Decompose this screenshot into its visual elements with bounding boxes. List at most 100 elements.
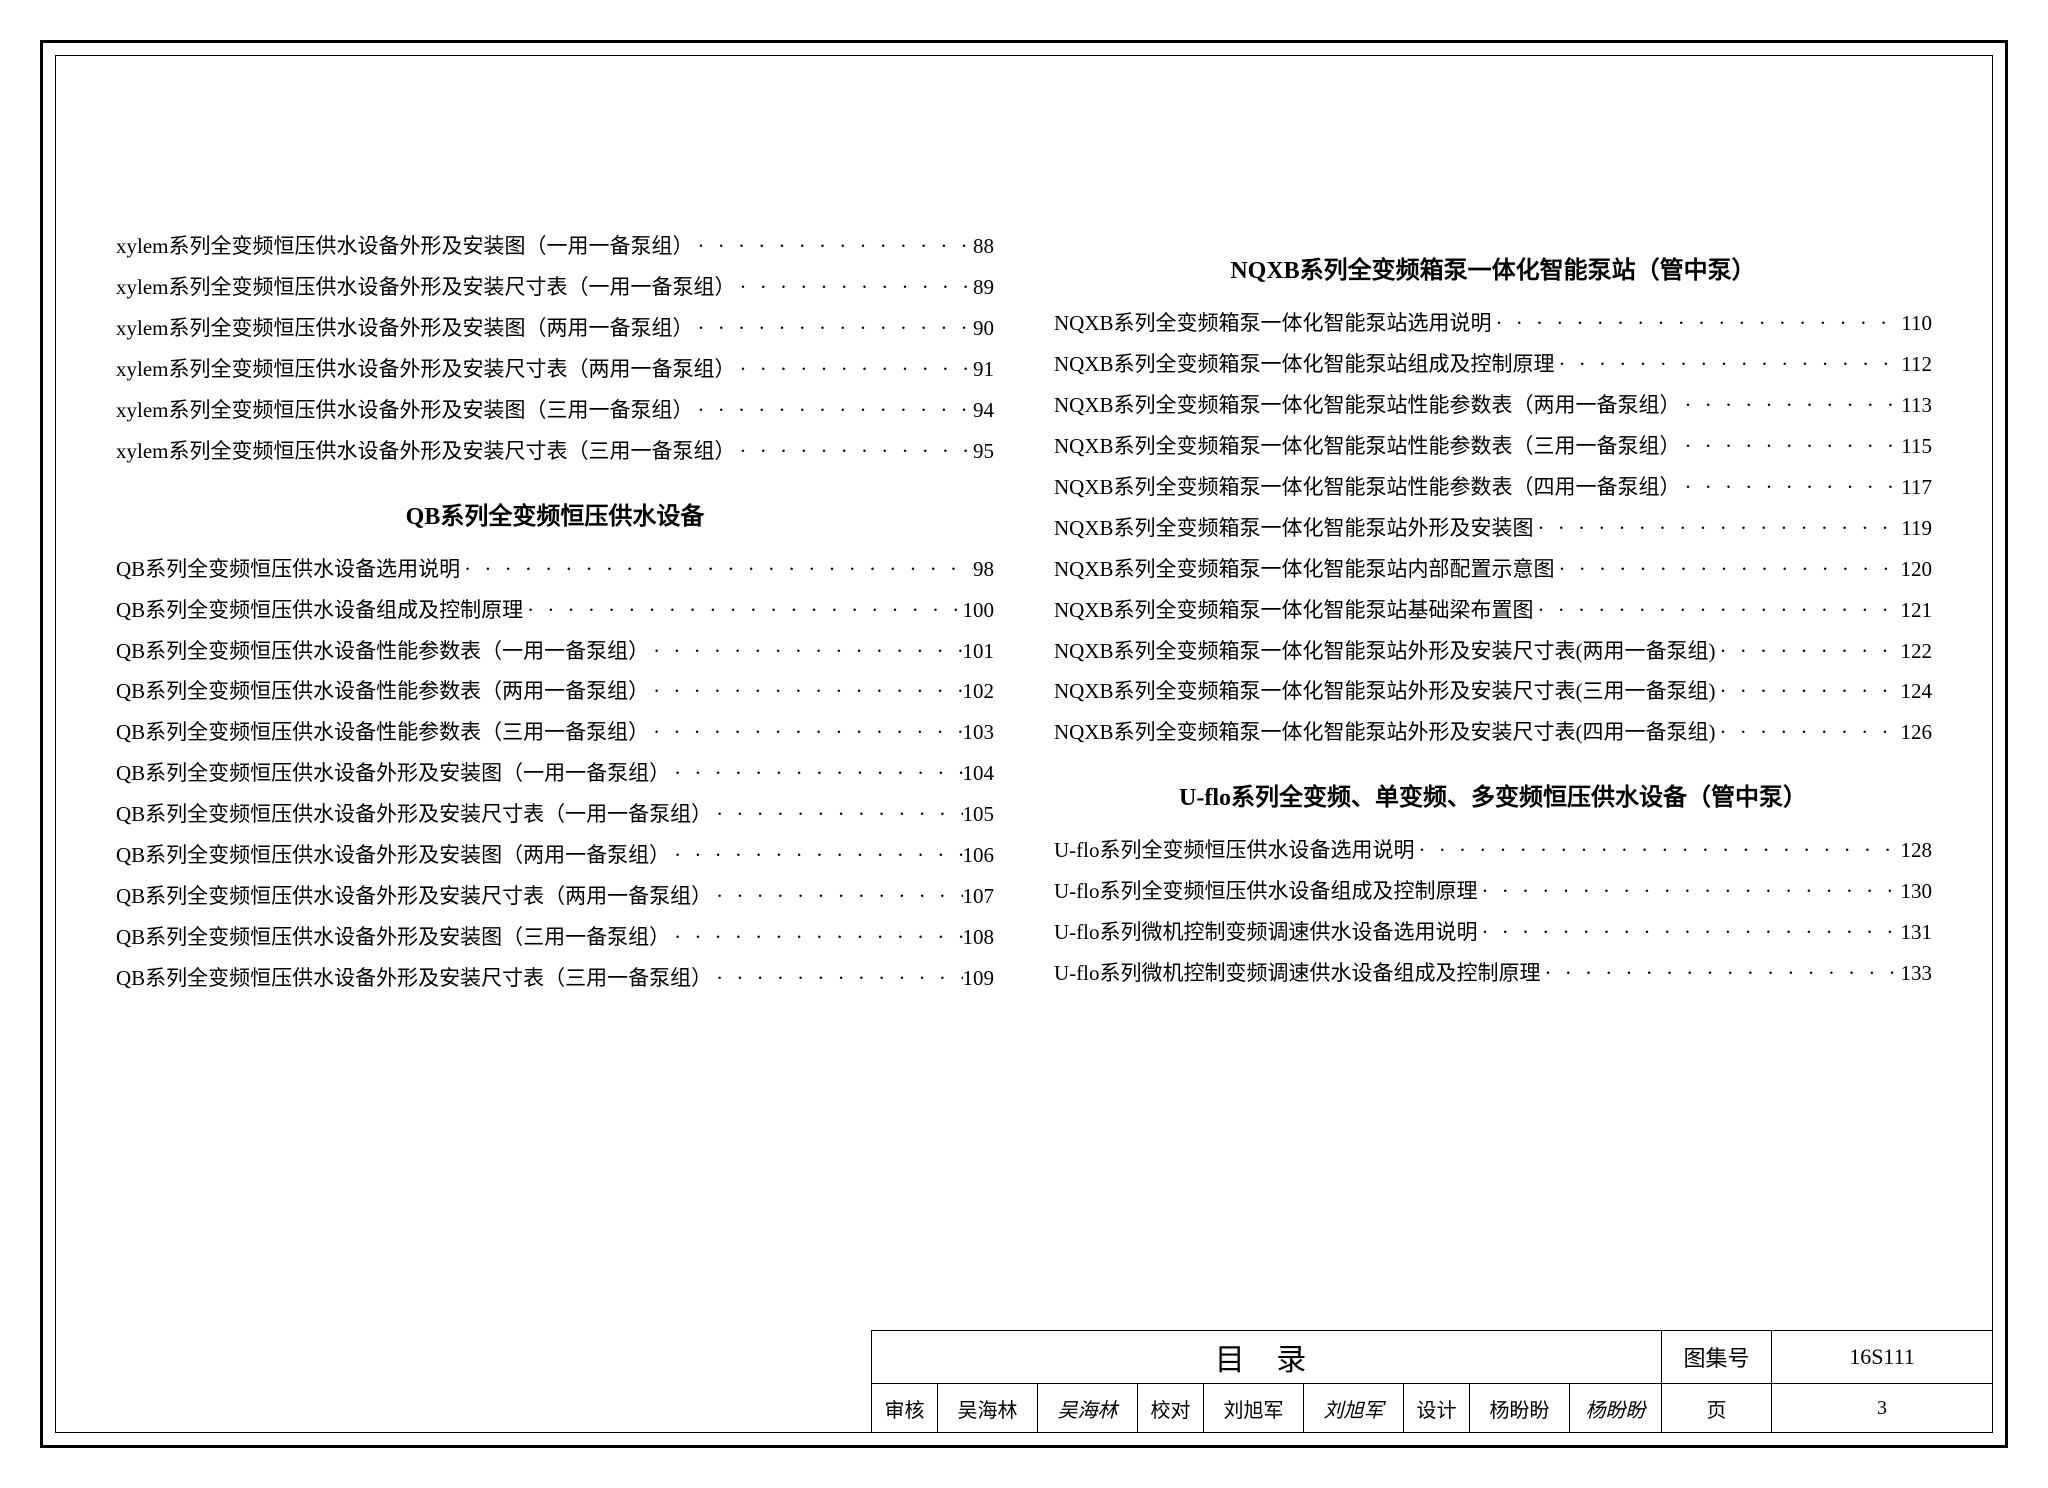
toc-label: QB系列全变频恒压供水设备性能参数表（三用一备泵组） [116, 712, 649, 753]
toc-entry: xylem系列全变频恒压供水设备外形及安装尺寸表（一用一备泵组）· · · · … [116, 267, 994, 308]
toc-dots: · · · · · · · · · · · · · · · · · · · · … [1716, 631, 1901, 672]
toc-page: 121 [1901, 590, 1933, 631]
toc-label: NQXB系列全变频箱泵一体化智能泵站外形及安装图 [1054, 508, 1534, 549]
tuji-label: 图集号 [1662, 1331, 1772, 1383]
toc-dots: · · · · · · · · · · · · · · · · · · · · … [712, 876, 962, 917]
toc-label: U-flo系列微机控制变频调速供水设备组成及控制原理 [1054, 953, 1541, 994]
toc-entry: U-flo系列全变频恒压供水设备选用说明· · · · · · · · · · … [1054, 830, 1932, 871]
toc-dots: · · · · · · · · · · · · · · · · · · · · … [1534, 590, 1901, 631]
toc-dots: · · · · · · · · · · · · · · · · · · · · … [1681, 467, 1902, 508]
toc-entry: QB系列全变频恒压供水设备外形及安装图（一用一备泵组）· · · · · · ·… [116, 753, 994, 794]
toc-label: NQXB系列全变频箱泵一体化智能泵站基础梁布置图 [1054, 590, 1534, 631]
shenhe-name: 吴海林 [938, 1384, 1038, 1432]
toc-label: U-flo系列全变频恒压供水设备选用说明 [1054, 830, 1415, 871]
toc-label: NQXB系列全变频箱泵一体化智能泵站内部配置示意图 [1054, 549, 1555, 590]
toc-page: 112 [1901, 344, 1932, 385]
toc-content: xylem系列全变频恒压供水设备外形及安装图（一用一备泵组） · · · · · … [116, 96, 1932, 999]
toc-label: xylem系列全变频恒压供水设备外形及安装图（一用一备泵组） [116, 226, 694, 267]
toc-entry: xylem系列全变频恒压供水设备外形及安装图（三用一备泵组）· · · · · … [116, 390, 994, 431]
toc-page: 126 [1901, 712, 1933, 753]
toc-entry: xylem系列全变频恒压供水设备外形及安装图（两用一备泵组）· · · · · … [116, 308, 994, 349]
toc-label: NQXB系列全变频箱泵一体化智能泵站外形及安装尺寸表(四用一备泵组) [1054, 712, 1716, 753]
toc-entry: QB系列全变频恒压供水设备性能参数表（一用一备泵组）· · · · · · · … [116, 631, 994, 672]
toc-label: NQXB系列全变频箱泵一体化智能泵站性能参数表（两用一备泵组） [1054, 385, 1681, 426]
shenhe-sig: 吴海林 [1038, 1384, 1138, 1432]
toc-dots: · · · · · · · · · · · · · · · · · · · · … [1681, 426, 1902, 467]
toc-page: 122 [1901, 631, 1933, 672]
toc-entry: NQXB系列全变频箱泵一体化智能泵站外形及安装尺寸表(两用一备泵组)· · · … [1054, 631, 1932, 672]
toc-entry: NQXB系列全变频箱泵一体化智能泵站性能参数表（两用一备泵组）· · · · ·… [1054, 385, 1932, 426]
toc-label: NQXB系列全变频箱泵一体化智能泵站性能参数表（四用一备泵组） [1054, 467, 1681, 508]
toc-label: NQXB系列全变频箱泵一体化智能泵站选用说明 [1054, 303, 1492, 344]
toc-page: 128 [1901, 830, 1933, 871]
toc-entry: xylem系列全变频恒压供水设备外形及安装图（一用一备泵组）· · · · · … [116, 226, 994, 267]
toc-dots: · · · · · · · · · · · · · · · · · · · · … [1555, 344, 1902, 385]
toc-dots: · · · · · · · · · · · · · · · · · · · · … [1415, 830, 1901, 871]
toc-page: 115 [1901, 426, 1932, 467]
toc-entry: NQXB系列全变频箱泵一体化智能泵站外形及安装图· · · · · · · · … [1054, 508, 1932, 549]
toc-entry: NQXB系列全变频箱泵一体化智能泵站选用说明· · · · · · · · · … [1054, 303, 1932, 344]
ye-value: 3 [1772, 1384, 1992, 1432]
toc-entry: U-flo系列全变频恒压供水设备组成及控制原理· · · · · · · · ·… [1054, 871, 1932, 912]
toc-page: 89 [973, 267, 994, 308]
toc-dots: · · · · · · · · · · · · · · · · · · · · … [460, 549, 973, 590]
toc-page: 107 [963, 876, 995, 917]
toc-page: 102 [963, 671, 995, 712]
toc-dots: · · · · · · · · · · · · · · · · · · · · … [712, 958, 962, 999]
toc-page: 109 [963, 958, 995, 999]
section-heading: QB系列全变频恒压供水设备 [116, 496, 994, 531]
sheji-name: 杨盼盼 [1470, 1384, 1570, 1432]
toc-page: 100 [963, 590, 995, 631]
toc-dots: · · · · · · · · · · · · · · · · · · · · … [694, 390, 974, 431]
toc-dots: · · · · · · · · · · · · · · · · · · · · … [670, 917, 962, 958]
toc-label: NQXB系列全变频箱泵一体化智能泵站组成及控制原理 [1054, 344, 1555, 385]
toc-page: 105 [963, 794, 995, 835]
toc-dots: · · · · · · · · · · · · · · · · · · · · … [1681, 385, 1902, 426]
toc-label: xylem系列全变频恒压供水设备外形及安装图（两用一备泵组） [116, 308, 694, 349]
toc-dots: · · · · · · · · · · · · · · · · · · · · … [649, 631, 962, 672]
toc-label: QB系列全变频恒压供水设备外形及安装尺寸表（两用一备泵组） [116, 876, 712, 917]
toc-entry: NQXB系列全变频箱泵一体化智能泵站组成及控制原理· · · · · · · ·… [1054, 344, 1932, 385]
toc-dots: · · · · · · · · · · · · · · · · · · · · … [670, 753, 962, 794]
toc-entry: QB系列全变频恒压供水设备外形及安装图（两用一备泵组）· · · · · · ·… [116, 835, 994, 876]
toc-entry: QB系列全变频恒压供水设备组成及控制原理· · · · · · · · · · … [116, 590, 994, 631]
toc-dots: · · · · · · · · · · · · · · · · · · · · … [736, 431, 974, 472]
toc-entry: QB系列全变频恒压供水设备外形及安装图（三用一备泵组）· · · · · · ·… [116, 917, 994, 958]
title-mulu: 目 录 [872, 1331, 1662, 1383]
toc-page: 106 [963, 835, 995, 876]
toc-page: 103 [963, 712, 995, 753]
toc-entry: QB系列全变频恒压供水设备选用说明· · · · · · · · · · · ·… [116, 549, 994, 590]
toc-dots: · · · · · · · · · · · · · · · · · · · · … [736, 349, 974, 390]
ye-label: 页 [1662, 1384, 1772, 1432]
toc-label: xylem系列全变频恒压供水设备外形及安装尺寸表（两用一备泵组） [116, 349, 736, 390]
toc-label: QB系列全变频恒压供水设备外形及安装图（两用一备泵组） [116, 835, 670, 876]
toc-label: QB系列全变频恒压供水设备性能参数表（一用一备泵组） [116, 631, 649, 672]
toc-dots: · · · · · · · · · · · · · · · · · · · · … [523, 590, 962, 631]
toc-dots: · · · · · · · · · · · · · · · · · · · · … [1478, 912, 1901, 953]
shenhe-label: 审核 [872, 1384, 938, 1432]
toc-dots: · · · · · · · · · · · · · · · · · · · · … [736, 267, 974, 308]
toc-label: QB系列全变频恒压供水设备外形及安装图（一用一备泵组） [116, 753, 670, 794]
toc-page: 88 [973, 226, 994, 267]
toc-dots: · · · · · · · · · · · · · · · · · · · · … [670, 835, 962, 876]
sheji-label: 设计 [1404, 1384, 1470, 1432]
tuji-value: 16S111 [1772, 1331, 1992, 1383]
toc-page: 94 [973, 390, 994, 431]
toc-label: xylem系列全变频恒压供水设备外形及安装尺寸表（一用一备泵组） [116, 267, 736, 308]
toc-page: 119 [1901, 508, 1932, 549]
toc-entry: QB系列全变频恒压供水设备性能参数表（两用一备泵组）· · · · · · · … [116, 671, 994, 712]
toc-dots: · · · · · · · · · · · · · · · · · · · · … [1541, 953, 1901, 994]
section-heading: NQXB系列全变频箱泵一体化智能泵站（管中泵） [1054, 250, 1932, 285]
mulu-text: 目 录 [1215, 1335, 1319, 1379]
toc-page: 91 [973, 349, 994, 390]
title-block: 目 录 图集号 16S111 审核 吴海林 吴海林 校对 刘旭军 刘旭军 设计 … [871, 1330, 1992, 1432]
toc-label: QB系列全变频恒压供水设备外形及安装图（三用一备泵组） [116, 917, 670, 958]
jiaodui-label: 校对 [1138, 1384, 1204, 1432]
toc-entry: NQXB系列全变频箱泵一体化智能泵站基础梁布置图· · · · · · · · … [1054, 590, 1932, 631]
section-heading: U-flo系列全变频、单变频、多变频恒压供水设备（管中泵） [1054, 777, 1932, 812]
toc-page: 104 [963, 753, 995, 794]
left-column: xylem系列全变频恒压供水设备外形及安装图（一用一备泵组） · · · · · … [116, 226, 994, 999]
toc-entry: QB系列全变频恒压供水设备性能参数表（三用一备泵组）· · · · · · · … [116, 712, 994, 753]
jiaodui-name: 刘旭军 [1204, 1384, 1304, 1432]
toc-label: U-flo系列微机控制变频调速供水设备选用说明 [1054, 912, 1478, 953]
